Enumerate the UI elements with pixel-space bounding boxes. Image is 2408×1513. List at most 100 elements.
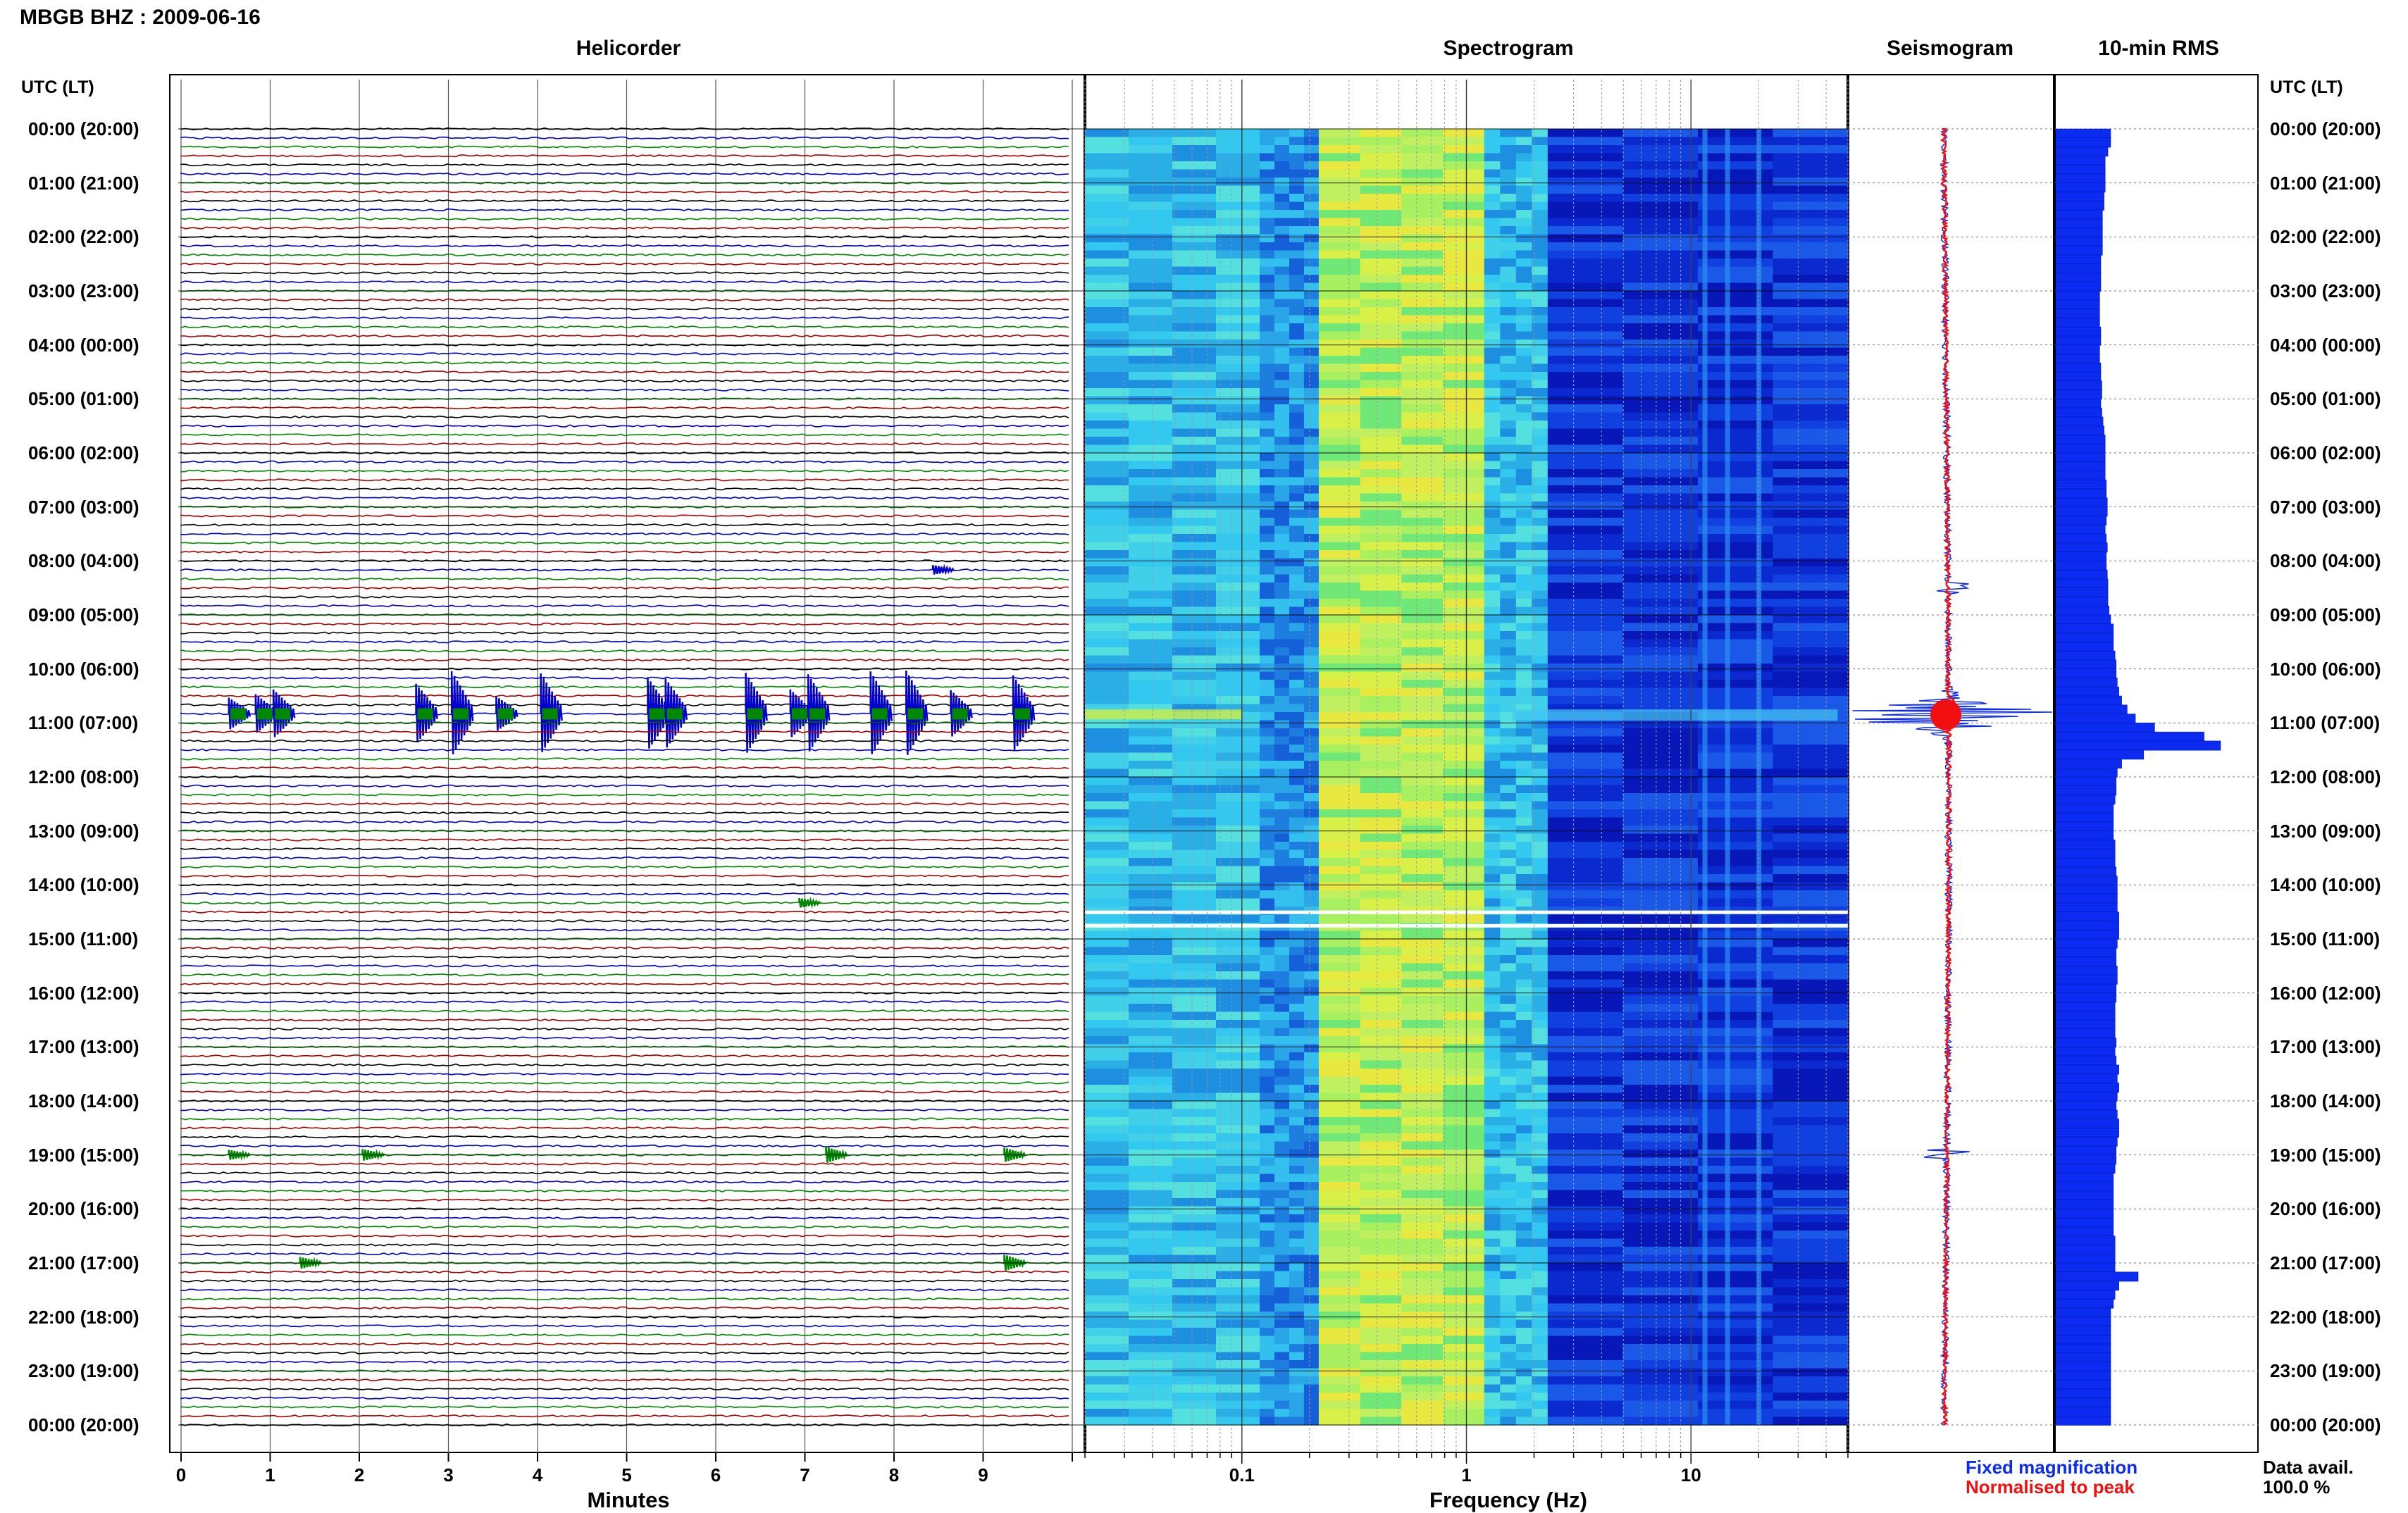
spectrogram-cell [1129, 509, 1173, 518]
spectrogram-cell [1260, 809, 1275, 818]
spectrogram-cell [1360, 1141, 1402, 1150]
spectrogram-cell [1484, 404, 1501, 413]
spectrogram-cell [1360, 955, 1402, 964]
helicorder-trace [180, 253, 1069, 257]
spectrogram-cell [1172, 971, 1217, 980]
spectrogram-cell [1303, 509, 1320, 518]
spectrogram-cell [1303, 437, 1320, 446]
spectrogram-cell [1085, 882, 1129, 891]
spectrogram-cell [1532, 161, 1549, 170]
spectrogram-cell [1260, 542, 1275, 551]
spectrogram-cell [1360, 777, 1402, 786]
spectrogram-cell [1532, 1085, 1549, 1094]
spectrogram-cell [1172, 1004, 1217, 1013]
spectrogram-cell [1360, 1133, 1402, 1142]
spectrogram-cell [1484, 1271, 1501, 1280]
spectrogram-cell [1318, 1092, 1361, 1102]
spectrogram-cell [1515, 988, 1532, 997]
spectrogram-cell [1622, 1076, 1699, 1085]
spectrogram-cell [1622, 542, 1699, 551]
spectrogram-cell [1129, 161, 1173, 170]
spectrogram-cell [1172, 129, 1217, 138]
spectrogram-cell [1260, 761, 1275, 770]
spectrogram-cell [1216, 728, 1260, 737]
spectrogram-cell [1260, 502, 1275, 511]
event-burst [809, 708, 826, 720]
spectrogram-cell [1360, 485, 1402, 494]
spectrogram-cell [1401, 785, 1444, 794]
spectrogram-cell [1289, 1092, 1305, 1102]
spectrogram-cell [1318, 1417, 1361, 1426]
spectrogram-cell [1515, 185, 1532, 194]
spectrogram-cell [1172, 1368, 1217, 1377]
spectrogram-cell [1274, 1303, 1290, 1312]
helicorder-trace [180, 424, 1069, 428]
spectrogram-cell [1129, 1214, 1173, 1224]
spectrogram-cell [1515, 1157, 1532, 1166]
spectrogram-cell [1547, 129, 1623, 138]
spectrogram-cell [1500, 1028, 1517, 1037]
spectrogram-cell [1360, 826, 1402, 835]
spectrogram-cell [1515, 1173, 1532, 1183]
spectrogram-cell [1401, 606, 1444, 616]
spectrogram-cell [1515, 363, 1532, 373]
spectrogram-cell [1401, 518, 1444, 527]
spectrogram-cell [1500, 1101, 1517, 1110]
spectrogram-cell [1129, 178, 1173, 187]
spectrogram-cell [1500, 266, 1517, 275]
spectrogram-cell [1515, 971, 1532, 980]
spectrogram-cell [1500, 720, 1517, 729]
spectrogram-cell [1085, 509, 1129, 518]
helicorder-trace [180, 1171, 1069, 1175]
rms-bar [2055, 245, 2103, 256]
spectrogram-cell [1360, 266, 1402, 275]
spectrogram-cell [1260, 963, 1275, 972]
spectrogram-cell [1303, 444, 1320, 454]
spectrogram-cell [1484, 1085, 1501, 1094]
spectrogram-cell [1318, 606, 1361, 616]
rms-bar [2055, 1002, 2116, 1011]
spectrogram-cell [1515, 137, 1532, 146]
spectrogram-cell [1216, 1044, 1260, 1053]
spectrogram-cell [1697, 599, 1774, 608]
spectrogram-cell [1500, 242, 1517, 251]
spectrogram-cell [1172, 307, 1217, 316]
spectrogram-cell [1622, 153, 1699, 162]
spectrogram-cell [1401, 664, 1444, 673]
spectrogram-cell [1773, 1263, 1849, 1272]
spectrogram-cell [1697, 866, 1774, 875]
spectrogram-cell [1289, 201, 1305, 211]
spectrogram-cell [1484, 647, 1501, 656]
spectrogram-cell [1622, 1101, 1699, 1110]
spectrogram-cell [1274, 315, 1290, 324]
spectrogram-cell [1274, 347, 1290, 356]
spectrogram-cell [1303, 988, 1320, 997]
spectrogram-cell [1773, 218, 1849, 227]
spectrogram-cell [1622, 1352, 1699, 1361]
spectrogram-cell [1622, 647, 1699, 656]
spectrogram-cell [1532, 801, 1549, 810]
spectrogram-cell [1216, 185, 1260, 194]
helicorder-trace [180, 442, 1069, 446]
spectrogram-cell [1515, 315, 1532, 324]
spectrogram-cell [1484, 1279, 1501, 1288]
spectrogram-cell [1773, 461, 1849, 470]
spectrogram-cell [1443, 1109, 1485, 1118]
spectrogram-cell [1773, 1173, 1849, 1183]
spectrogram-cell [1697, 201, 1774, 211]
spectrogram-cell [1500, 671, 1517, 680]
spectrogram-cell [1216, 404, 1260, 413]
spectrogram-cell [1360, 1173, 1402, 1183]
spectrogram-cell [1547, 590, 1623, 599]
spectrogram-cell [1773, 315, 1849, 324]
spectrogram-cell [1303, 340, 1320, 349]
spectrogram-cell [1515, 1393, 1532, 1402]
spectrogram-cell [1303, 590, 1320, 599]
spectrogram-cell [1216, 777, 1260, 786]
spectrogram-cell [1172, 178, 1217, 187]
spectrogram-cell [1500, 1036, 1517, 1045]
spectrogram-cell [1129, 282, 1173, 292]
spectrogram-cell [1547, 671, 1623, 680]
spectrogram-cell [1547, 525, 1623, 535]
spectrogram-cell [1443, 655, 1485, 664]
